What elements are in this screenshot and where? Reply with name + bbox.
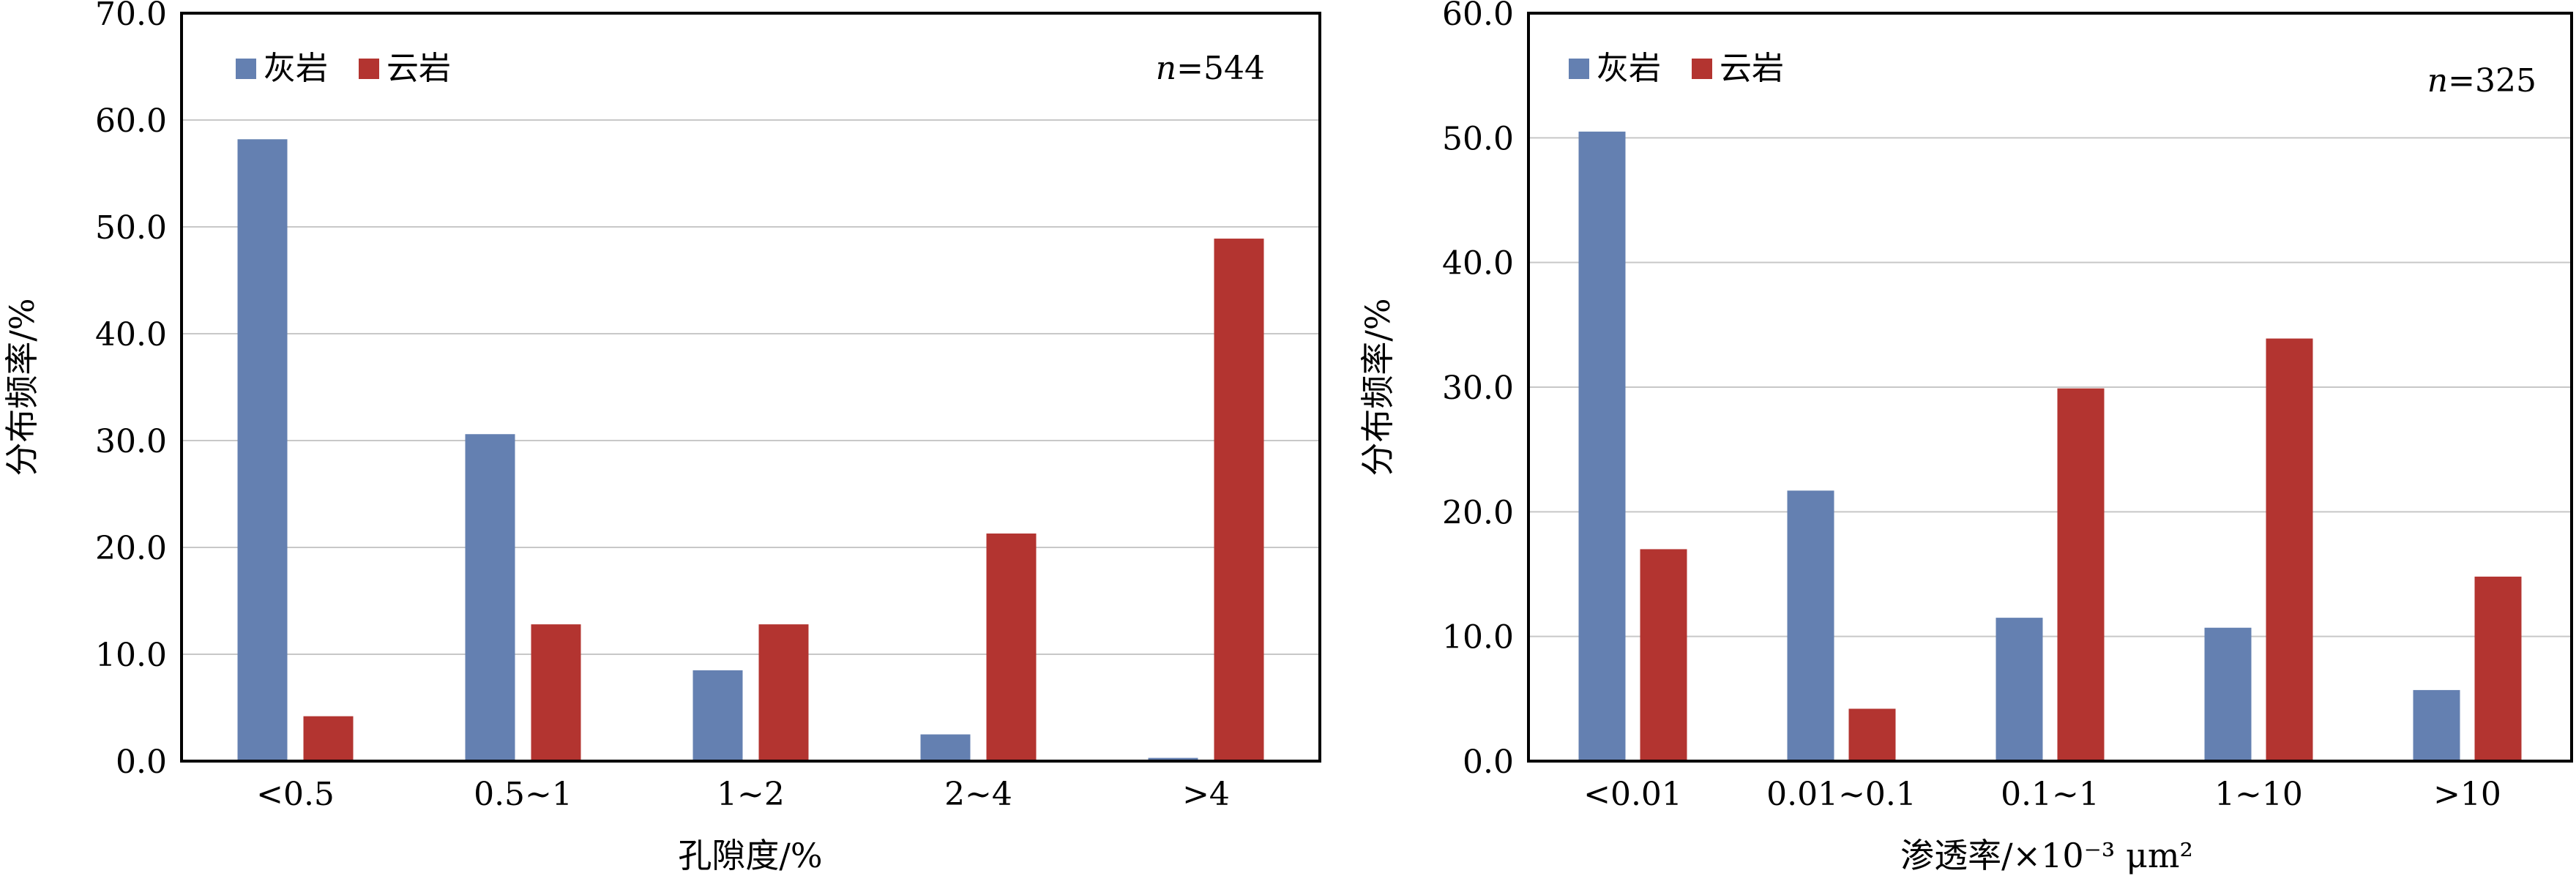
bar-limestone xyxy=(1787,490,1834,761)
bar-dolomite xyxy=(1848,708,1896,761)
bar-limestone xyxy=(2204,627,2252,761)
y-tick-label: 10.0 xyxy=(1442,619,1514,656)
porosity-category-labels: <0.5 0.5~1 1~2 2~4 >4 xyxy=(256,776,1230,813)
legend-label-dolomite: 云岩 xyxy=(1720,50,1784,87)
porosity-chart: 0.0 10.0 20.0 30.0 40.0 50.0 60.0 70.0 <0.5 0.5~… xyxy=(2,0,1321,875)
permeability-y-axis-label: 分布频率/% xyxy=(1358,298,1397,476)
bar-limestone xyxy=(2413,689,2460,761)
legend-label-dolomite: 云岩 xyxy=(387,50,451,87)
legend-swatch-dolomite xyxy=(1692,59,1712,79)
bar-limestone xyxy=(1578,131,1626,762)
porosity-legend: 灰岩 云岩 xyxy=(236,50,451,87)
x-tick-label: 0.5~1 xyxy=(474,776,572,813)
porosity-bars xyxy=(237,139,1264,761)
bar-limestone xyxy=(1148,757,1198,761)
legend-swatch-dolomite xyxy=(359,59,379,79)
bar-limestone xyxy=(692,670,743,761)
porosity-sample-count: n=544 xyxy=(1156,50,1265,87)
sample-count-symbol: n xyxy=(2427,62,2448,100)
porosity-x-axis-label: 孔隙度/% xyxy=(678,836,822,875)
x-tick-label: >4 xyxy=(1182,776,1230,813)
bar-dolomite xyxy=(2057,388,2105,761)
permeability-chart: 0.0 10.0 20.0 30.0 40.0 50.0 60.0 <0.01 0.01~0.… xyxy=(1358,0,2573,875)
porosity-plot-frame xyxy=(180,12,1321,763)
y-tick-label: 50.0 xyxy=(95,209,167,247)
y-tick-label: 0.0 xyxy=(116,744,167,781)
sample-count-value: =544 xyxy=(1176,50,1265,87)
y-tick-label: 50.0 xyxy=(1442,120,1514,157)
x-tick-label: <0.01 xyxy=(1583,776,1682,813)
permeability-plot-frame xyxy=(1527,12,2573,763)
x-tick-label: 2~4 xyxy=(944,776,1012,813)
legend-label-limestone: 灰岩 xyxy=(1597,50,1661,87)
y-tick-label: 60.0 xyxy=(1442,0,1514,33)
x-tick-label: 0.01~0.1 xyxy=(1766,776,1916,813)
y-tick-label: 20.0 xyxy=(1442,494,1514,531)
bar-dolomite xyxy=(2474,576,2522,761)
sample-count-value: =325 xyxy=(2448,62,2536,100)
x-tick-label: 0.1~1 xyxy=(2001,776,2099,813)
bar-dolomite xyxy=(986,534,1037,761)
y-tick-label: 10.0 xyxy=(95,637,167,674)
legend-swatch-limestone xyxy=(1569,59,1589,79)
bar-limestone xyxy=(237,139,288,761)
y-tick-label: 40.0 xyxy=(1442,245,1514,282)
bar-limestone xyxy=(465,434,515,761)
bar-dolomite xyxy=(303,716,354,761)
permeability-sample-count: n=325 xyxy=(2427,62,2536,100)
permeability-legend: 灰岩 云岩 xyxy=(1569,50,1784,87)
legend-swatch-limestone xyxy=(236,59,256,79)
y-tick-label: 0.0 xyxy=(1463,744,1514,781)
y-tick-label: 20.0 xyxy=(95,530,167,567)
bar-dolomite xyxy=(2266,338,2313,761)
porosity-gridlines xyxy=(182,119,1320,655)
bar-dolomite xyxy=(1640,549,1687,761)
permeability-gridlines xyxy=(1528,137,2572,637)
porosity-y-axis-label: 分布频率/% xyxy=(2,298,42,476)
legend-label-limestone: 灰岩 xyxy=(264,50,328,87)
y-tick-label: 30.0 xyxy=(95,423,167,460)
bar-limestone xyxy=(920,734,971,761)
y-tick-label: 70.0 xyxy=(95,0,167,33)
bar-dolomite xyxy=(1214,239,1264,761)
permeability-y-ticks: 0.0 10.0 20.0 30.0 40.0 50.0 60.0 xyxy=(1442,0,1514,781)
porosity-y-ticks: 0.0 10.0 20.0 30.0 40.0 50.0 60.0 70.0 xyxy=(95,0,167,781)
x-tick-label: <0.5 xyxy=(256,776,335,813)
sample-count-symbol: n xyxy=(1156,50,1176,87)
x-tick-label: 1~2 xyxy=(717,776,785,813)
x-tick-label: >10 xyxy=(2433,776,2501,813)
y-tick-label: 60.0 xyxy=(95,102,167,140)
y-tick-label: 30.0 xyxy=(1442,370,1514,407)
bar-dolomite xyxy=(531,624,581,761)
permeability-bars xyxy=(1578,131,2522,762)
bar-dolomite xyxy=(758,624,809,761)
bar-limestone xyxy=(1996,618,2043,761)
permeability-category-labels: <0.01 0.01~0.1 0.1~1 1~10 >10 xyxy=(1583,776,2501,813)
x-tick-label: 1~10 xyxy=(2214,776,2303,813)
y-tick-label: 40.0 xyxy=(95,316,167,353)
permeability-x-axis-label: 渗透率/×10⁻³ μm² xyxy=(1900,836,2193,875)
